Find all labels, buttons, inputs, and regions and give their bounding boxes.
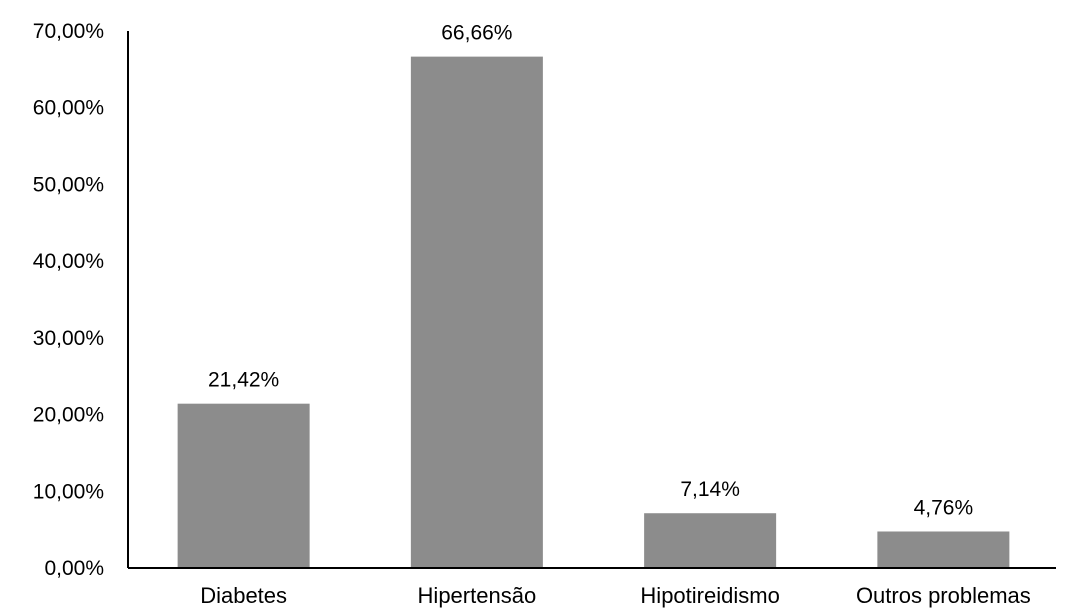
y-tick-label: 50,00% <box>33 173 104 196</box>
y-tick-label: 0,00% <box>44 557 104 580</box>
x-category-label: Diabetes <box>200 583 287 608</box>
x-axis-category-labels: Diabetes Hipertensão Hipotireidismo Outros … <box>200 583 1031 608</box>
data-label: 7,14% <box>680 478 740 501</box>
bar <box>877 531 1010 568</box>
x-category-label: Hipertensão <box>418 583 537 608</box>
x-category-label: Outros problemas <box>856 583 1031 608</box>
x-category-label: Hipotireidismo <box>640 583 779 608</box>
bars <box>177 56 1010 569</box>
data-labels: 21,42% 66,66% 7,14% 4,76% <box>208 22 973 520</box>
bar <box>644 513 777 568</box>
data-label: 66,66% <box>441 22 512 45</box>
bar <box>177 403 310 568</box>
y-tick-label: 40,00% <box>33 250 104 273</box>
y-tick-label: 20,00% <box>33 404 104 427</box>
y-tick-label: 60,00% <box>33 97 104 120</box>
y-tick-label: 10,00% <box>33 480 104 503</box>
y-axis-tick-labels: 0,00% 10,00% 20,00% 30,00% 40,00% 50,00% 60,00… <box>33 20 104 580</box>
bar <box>410 56 543 569</box>
data-label: 4,76% <box>914 496 974 519</box>
data-label: 21,42% <box>208 369 279 392</box>
y-tick-label: 30,00% <box>33 327 104 350</box>
y-tick-label: 70,00% <box>33 20 104 43</box>
